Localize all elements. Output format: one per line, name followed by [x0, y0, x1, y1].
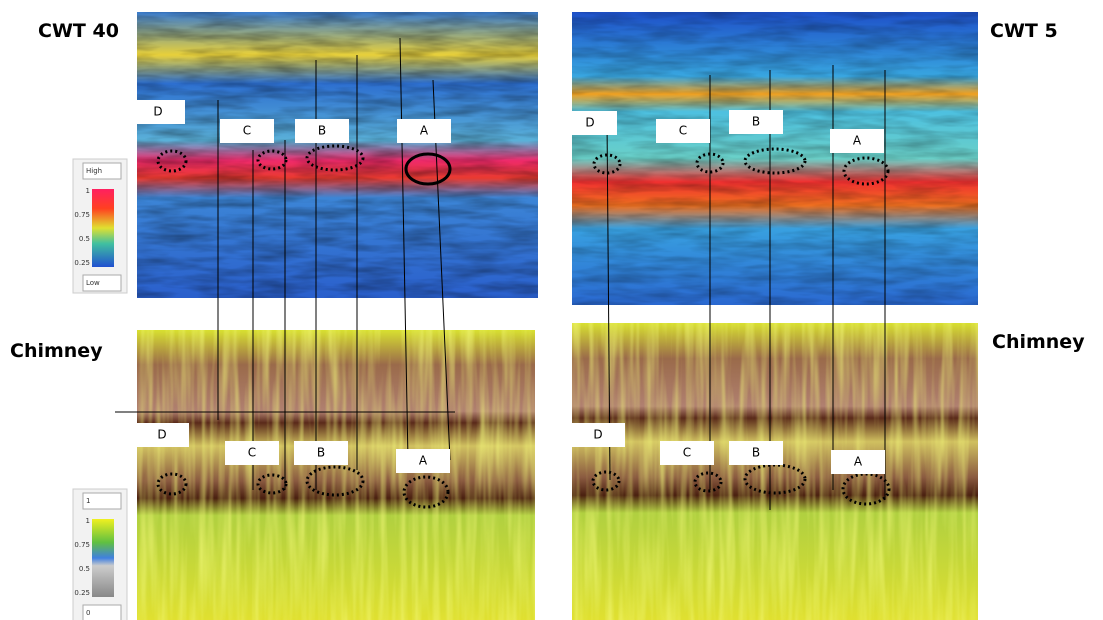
label-text: C: [683, 446, 691, 460]
panel-cwt40: [137, 12, 538, 298]
colorbar-tick: 1: [86, 187, 90, 195]
colorbar-tick: 0.75: [74, 211, 90, 219]
label-text: D: [157, 428, 166, 442]
colorbar-bottom: Low: [86, 279, 100, 287]
title-chimney-left: Chimney: [10, 340, 103, 362]
colorbar-tick: 0.5: [79, 565, 90, 573]
label-text: B: [752, 446, 760, 460]
label-text: B: [318, 124, 326, 138]
label-text: D: [593, 428, 602, 442]
panel-chimney-left: [137, 330, 535, 620]
label-text: A: [419, 454, 428, 468]
colorbar: [92, 189, 114, 267]
panel-chimney-right: [572, 323, 978, 620]
colorbar-top: High: [86, 167, 102, 175]
colorbar-tick: 0.5: [79, 235, 90, 243]
label-text: A: [420, 124, 429, 138]
label-text: A: [854, 455, 863, 469]
label-text: B: [752, 115, 760, 129]
colorbar-tick: 0.25: [74, 589, 90, 597]
label-text: C: [679, 124, 687, 138]
title-chimney-right: Chimney: [992, 331, 1085, 353]
label-text: D: [585, 116, 594, 130]
title-cwt5: CWT 5: [990, 20, 1058, 42]
panel-cwt5: [572, 12, 978, 305]
figure: CWT 40 CWT 5 Chimney Chimney D C B A D C B A D C B…: [0, 0, 1103, 620]
label-text: C: [243, 124, 251, 138]
label-text: C: [248, 446, 256, 460]
colorbar-tick: 0.25: [74, 259, 90, 267]
colorbar-tick: 0.75: [74, 541, 90, 549]
title-cwt40: CWT 40: [38, 20, 119, 42]
colorbar-top: 1: [86, 497, 90, 505]
colorbar: [92, 519, 114, 597]
colorbar-tick: 1: [86, 517, 90, 525]
label-text: B: [317, 446, 325, 460]
colorbar-bottom: 0: [86, 609, 90, 617]
label-text: A: [853, 134, 862, 148]
label-text: D: [153, 105, 162, 119]
